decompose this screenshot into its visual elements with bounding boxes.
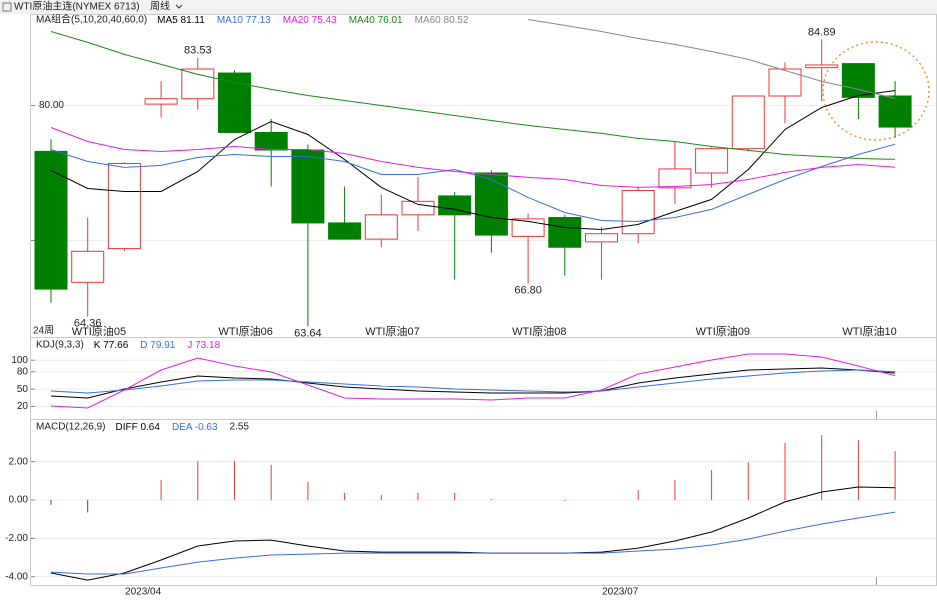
candle-body [438, 195, 472, 216]
legend-name: DEA [172, 422, 193, 433]
legend-entry: MA60 80.52 [415, 15, 469, 26]
legend-entry: J 73.18 [187, 340, 220, 351]
legend-title: MACD(12,26,9) [36, 422, 105, 433]
candle-body [218, 72, 251, 133]
low-label: 66.80 [514, 285, 542, 297]
legend-name: D [140, 340, 147, 351]
legend-entry: D 79.91 [140, 340, 175, 351]
period-label: 24周 [33, 325, 54, 337]
candle-body [768, 68, 802, 97]
candle-body [474, 172, 508, 236]
legend-value: 80.52 [444, 15, 469, 26]
line-series [50, 31, 896, 160]
candle-body [731, 95, 765, 150]
legend-title: MA组合(5,10,20,40,60,0) [36, 13, 147, 26]
legend-value: 0.64 [140, 422, 160, 433]
legend-name: DIFF [115, 422, 137, 433]
line-series [50, 90, 896, 231]
legend-value: 73.18 [195, 340, 220, 351]
legend-name: J [187, 340, 192, 351]
candle-body [34, 150, 68, 290]
line-series [528, 19, 896, 99]
line-series [50, 127, 896, 188]
legend-name: MA5 [157, 15, 178, 26]
candle-body [328, 222, 362, 240]
high-label: 83.53 [184, 45, 212, 57]
candle-body [401, 200, 435, 216]
legend-entry: MA5 81.11 [157, 15, 205, 26]
candle-body [695, 148, 729, 174]
legend-value: 75.43 [312, 15, 337, 26]
candle-body [291, 149, 325, 224]
dropdown-chevron[interactable] [175, 4, 183, 9]
candle-body [878, 95, 912, 128]
low-label: 64.36 [74, 318, 102, 330]
candle-body [144, 98, 178, 105]
period-selector[interactable]: 周线 [150, 0, 170, 13]
legend-name: MA40 [349, 15, 376, 26]
candle-body [364, 214, 398, 240]
y-tick-label: 80 [17, 366, 29, 377]
x-tick-label: WTI原油10 [842, 324, 896, 338]
instrument-title: WTI原油主连(NYMEX 6713) [14, 0, 140, 13]
x-tick-label: 2023/04 [125, 587, 162, 598]
line-series [50, 353, 896, 409]
y-tick-label: 20 [17, 401, 29, 412]
legend-name: K [94, 340, 101, 351]
icon [2, 2, 12, 12]
x-tick-label: WTI原油05 [72, 324, 126, 338]
candle-body [254, 131, 288, 151]
legend-value: 77.66 [103, 340, 128, 351]
x-tick-label: WTI原油09 [696, 324, 750, 338]
candle-body [548, 217, 582, 248]
legend-name: MA60 [415, 15, 442, 26]
y-tick-label: 100 [11, 355, 28, 366]
candle-body [71, 250, 105, 283]
y-tick-label: 50 [17, 384, 29, 395]
y-tick-label: 0.00 [9, 495, 29, 506]
legend-entry: DEA -0.63 [172, 422, 218, 433]
candle-body [511, 218, 545, 237]
y-tick-label: -2.00 [5, 533, 28, 544]
legend-value: 76.01 [378, 15, 403, 26]
highlight-circle [822, 41, 930, 141]
legend-value: 79.91 [150, 340, 175, 351]
candle-body [585, 233, 618, 243]
high-label: 84.89 [808, 26, 836, 38]
legend-entry: MA40 76.01 [349, 15, 403, 26]
header-bar [0, 0, 937, 14]
candle-body [181, 68, 215, 100]
y-tick-label: -4.00 [5, 571, 28, 582]
candle-body [658, 168, 692, 189]
legend-value: -0.63 [195, 422, 218, 433]
x-tick-label: WTI原油08 [512, 324, 566, 338]
y-tick-label: 80.00 [39, 100, 64, 111]
x-tick-label: WTI原油06 [219, 324, 273, 338]
legend-value: 77.13 [246, 15, 271, 26]
candle-body [805, 64, 839, 69]
legend-entry: MA10 77.13 [217, 15, 271, 26]
legend-name: MA10 [217, 15, 244, 26]
legend-value: 2.55 [230, 422, 250, 433]
line-series [50, 143, 896, 222]
legend-title: KDJ(9,3,3) [36, 340, 84, 351]
legend-name: MA20 [283, 15, 310, 26]
line-series [50, 367, 896, 399]
legend-entry: DIFF 0.64 [115, 422, 160, 433]
line-series [50, 369, 896, 394]
legend-entry: MA20 75.43 [283, 15, 337, 26]
y-tick-label: 2.00 [9, 456, 29, 467]
candle-body [107, 163, 141, 250]
line-series [50, 511, 896, 575]
candle-body [621, 190, 655, 235]
x-tick-label: 2023/07 [602, 587, 639, 598]
low-label: 63.64 [294, 327, 322, 339]
x-tick-label: WTI原油07 [365, 324, 419, 338]
legend-entry: K 77.66 [94, 340, 129, 351]
legend-value: 81.11 [181, 15, 206, 26]
